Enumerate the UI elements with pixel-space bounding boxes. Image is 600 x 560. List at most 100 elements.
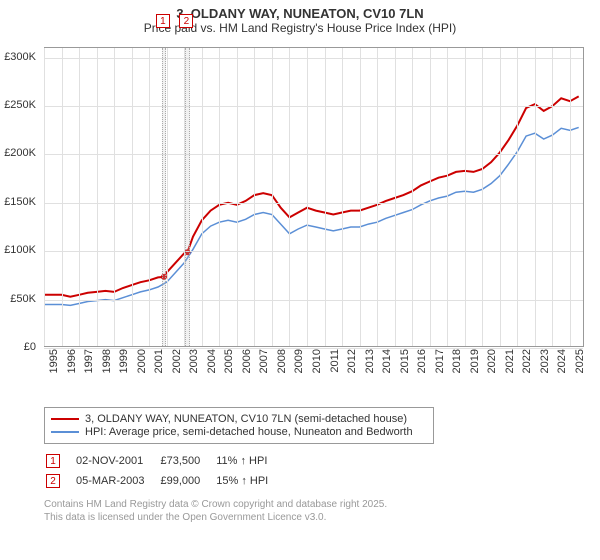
gridline-h bbox=[44, 300, 583, 301]
chart-container: £0 £50K £100K £150K £200K £250K £300K 12 1995 1… bbox=[0, 37, 600, 407]
sales-table: 1 02-NOV-2001£73,50011% ↑ HPI 2 05-MAR-2003… bbox=[44, 450, 284, 492]
gridline-v bbox=[79, 48, 80, 346]
sale-price: £99,000 bbox=[160, 472, 214, 490]
x-tick-label: 2016 bbox=[416, 349, 428, 373]
y-tick-label: £250K bbox=[4, 99, 36, 111]
x-tick-label: 2013 bbox=[364, 349, 376, 373]
legend-swatch bbox=[51, 431, 79, 433]
gridline-v bbox=[360, 48, 361, 346]
legend-block: 3, OLDANY WAY, NUNEATON, CV10 7LN (semi-… bbox=[0, 407, 600, 524]
x-tick-label: 2010 bbox=[311, 349, 323, 373]
x-tick-label: 1995 bbox=[48, 349, 60, 373]
gridline-v bbox=[412, 48, 413, 346]
x-tick-label: 2015 bbox=[399, 349, 411, 373]
gridline-v bbox=[430, 48, 431, 346]
sale-number-box: 2 bbox=[46, 474, 60, 488]
gridline-v bbox=[535, 48, 536, 346]
x-tick-label: 2020 bbox=[486, 349, 498, 373]
gridline-v bbox=[552, 48, 553, 346]
gridline-v bbox=[482, 48, 483, 346]
gridline-v bbox=[219, 48, 220, 346]
x-tick-label: 1996 bbox=[66, 349, 78, 373]
gridline-v bbox=[395, 48, 396, 346]
x-tick-label: 2001 bbox=[153, 349, 165, 373]
x-tick-label: 2011 bbox=[329, 349, 341, 373]
title-line2: Price paid vs. HM Land Registry's House … bbox=[0, 21, 600, 35]
sale-number-box: 1 bbox=[156, 14, 170, 28]
sale-band bbox=[185, 48, 189, 346]
legend: 3, OLDANY WAY, NUNEATON, CV10 7LN (semi-… bbox=[44, 407, 434, 444]
gridline-h bbox=[44, 251, 583, 252]
x-tick-label: 2009 bbox=[293, 349, 305, 373]
x-tick-label: 2012 bbox=[346, 349, 358, 373]
gridline-v bbox=[237, 48, 238, 346]
legend-swatch bbox=[51, 418, 79, 420]
y-tick-label: £150K bbox=[4, 196, 36, 208]
x-tick-label: 2005 bbox=[223, 349, 235, 373]
plot-area: 12 bbox=[44, 47, 584, 347]
gridline-v bbox=[167, 48, 168, 346]
sales-row: 1 02-NOV-2001£73,50011% ↑ HPI bbox=[46, 452, 282, 470]
y-tick-label: £200K bbox=[4, 147, 36, 159]
x-tick-label: 2025 bbox=[574, 349, 586, 373]
chart-title: 3, OLDANY WAY, NUNEATON, CV10 7LN Price … bbox=[0, 0, 600, 37]
gridline-v bbox=[307, 48, 308, 346]
y-tick-label: £100K bbox=[4, 244, 36, 256]
sale-band bbox=[162, 48, 166, 346]
legend-row: HPI: Average price, semi-detached house,… bbox=[51, 426, 427, 438]
x-tick-label: 2006 bbox=[241, 349, 253, 373]
sale-pct: 11% ↑ HPI bbox=[216, 452, 282, 470]
sale-date: 05-MAR-2003 bbox=[76, 472, 158, 490]
x-tick-label: 2004 bbox=[206, 349, 218, 373]
gridline-v bbox=[447, 48, 448, 346]
gridline-v bbox=[202, 48, 203, 346]
gridline-v bbox=[132, 48, 133, 346]
gridline-v bbox=[342, 48, 343, 346]
gridline-v bbox=[570, 48, 571, 346]
title-line1: 3, OLDANY WAY, NUNEATON, CV10 7LN bbox=[0, 6, 600, 21]
x-tick-label: 2017 bbox=[434, 349, 446, 373]
gridline-v bbox=[149, 48, 150, 346]
y-tick-label: £50K bbox=[10, 293, 36, 305]
gridline-h bbox=[44, 203, 583, 204]
x-tick-label: 2022 bbox=[521, 349, 533, 373]
gridline-v bbox=[377, 48, 378, 346]
x-axis: 1995199619971998199920002001200220032004… bbox=[44, 349, 584, 399]
footer-line2: This data is licensed under the Open Gov… bbox=[44, 511, 600, 524]
gridline-v bbox=[272, 48, 273, 346]
gridline-h bbox=[44, 58, 583, 59]
x-tick-label: 2000 bbox=[136, 349, 148, 373]
x-tick-label: 2023 bbox=[539, 349, 551, 373]
x-tick-label: 2014 bbox=[381, 349, 393, 373]
sale-number-box: 1 bbox=[46, 454, 60, 468]
gridline-v bbox=[325, 48, 326, 346]
sale-number-box: 2 bbox=[179, 14, 193, 28]
legend-label: HPI: Average price, semi-detached house,… bbox=[85, 426, 413, 438]
legend-label: 3, OLDANY WAY, NUNEATON, CV10 7LN (semi-… bbox=[85, 413, 407, 425]
y-axis: £0£50K£100K£150K£200K£250K£300K bbox=[0, 47, 40, 347]
y-tick-label: £0 bbox=[24, 341, 36, 353]
x-tick-label: 2024 bbox=[556, 349, 568, 373]
x-tick-label: 2007 bbox=[258, 349, 270, 373]
x-tick-label: 2002 bbox=[171, 349, 183, 373]
gridline-v bbox=[500, 48, 501, 346]
sale-date: 02-NOV-2001 bbox=[76, 452, 158, 470]
gridline-h bbox=[44, 154, 583, 155]
gridline-v bbox=[44, 48, 45, 346]
gridline-v bbox=[289, 48, 290, 346]
legend-row: 3, OLDANY WAY, NUNEATON, CV10 7LN (semi-… bbox=[51, 413, 427, 425]
gridline-v bbox=[465, 48, 466, 346]
x-tick-label: 2019 bbox=[469, 349, 481, 373]
gridline-v bbox=[62, 48, 63, 346]
footer-line1: Contains HM Land Registry data © Crown c… bbox=[44, 498, 600, 511]
sales-row: 2 05-MAR-2003£99,00015% ↑ HPI bbox=[46, 472, 282, 490]
x-tick-label: 1998 bbox=[101, 349, 113, 373]
x-tick-label: 1997 bbox=[83, 349, 95, 373]
sale-pct: 15% ↑ HPI bbox=[216, 472, 282, 490]
x-tick-label: 2018 bbox=[451, 349, 463, 373]
x-tick-label: 2021 bbox=[504, 349, 516, 373]
gridline-h bbox=[44, 106, 583, 107]
sale-price: £73,500 bbox=[160, 452, 214, 470]
x-tick-label: 2008 bbox=[276, 349, 288, 373]
y-tick-label: £300K bbox=[4, 51, 36, 63]
